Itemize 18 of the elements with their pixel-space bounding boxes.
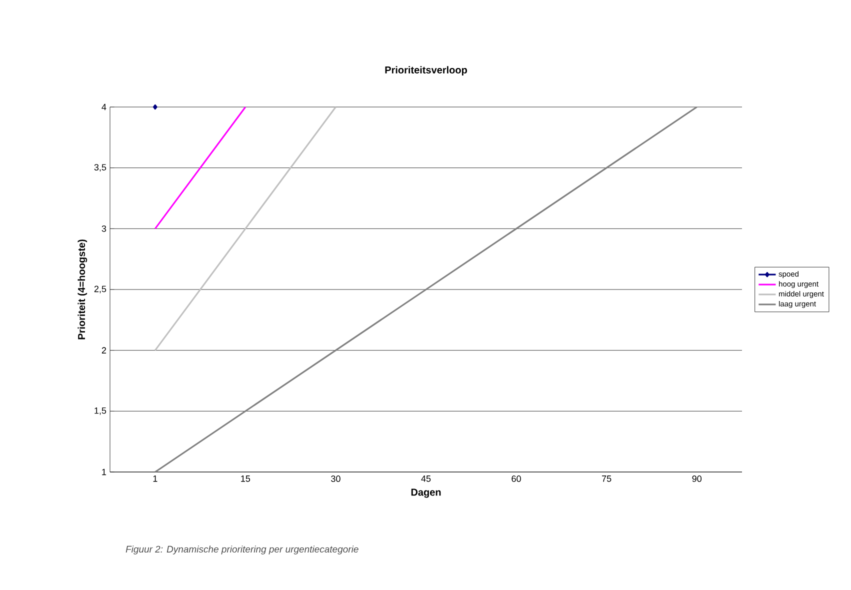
x-tick-label: 15 (241, 476, 250, 482)
y-tick-label: 3 (102, 225, 106, 232)
x-tick-label: 75 (602, 476, 612, 482)
x-axis-title: Dagen (411, 488, 441, 498)
x-tick-label: 30 (331, 476, 340, 482)
x-tick-label: 45 (421, 476, 431, 482)
y-tick-label: 2 (102, 347, 106, 354)
y-axis-title: Prioriteit (4=hoogste) (78, 240, 88, 340)
x-tick-label: 1 (153, 476, 158, 482)
y-tick-label: 2,5 (94, 286, 106, 294)
chart-title: Prioriteitsverloop (385, 66, 467, 76)
y-tick-label: 4 (102, 104, 106, 110)
y-tick-label: 1 (102, 468, 106, 476)
y-tick-label: 3,5 (94, 164, 106, 172)
x-tick-label: 60 (512, 476, 521, 482)
text: Figuur 2: Dynamische prioritering per urgentiecategorie (126, 546, 358, 554)
y-tick-label: 1,5 (94, 407, 106, 415)
x-tick-label: 90 (692, 476, 702, 482)
